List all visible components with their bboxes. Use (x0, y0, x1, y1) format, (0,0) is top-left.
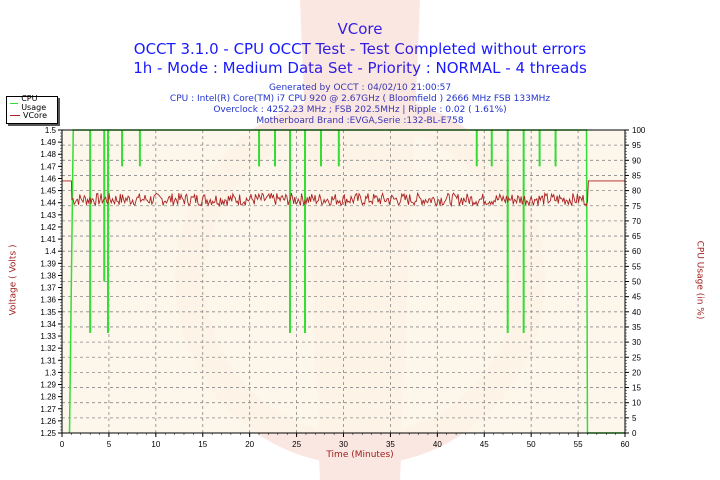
svg-text:1.29: 1.29 (40, 381, 56, 390)
legend-label: CPU Usage (21, 94, 47, 112)
svg-text:60: 60 (632, 247, 641, 256)
svg-text:10: 10 (151, 440, 160, 449)
x-axis-label: Time (Minutes) (326, 450, 394, 460)
svg-text:1.39: 1.39 (40, 259, 56, 268)
svg-text:50: 50 (527, 440, 536, 449)
svg-text:1.4: 1.4 (45, 247, 57, 256)
svg-text:45: 45 (480, 440, 489, 449)
chart-subtitle-2: 1h - Mode : Medium Data Set - Priority :… (133, 59, 587, 77)
svg-text:20: 20 (632, 368, 641, 377)
svg-text:1.49: 1.49 (40, 138, 56, 147)
svg-text:65: 65 (632, 232, 641, 241)
svg-text:1.33: 1.33 (40, 332, 56, 341)
svg-text:5: 5 (107, 440, 112, 449)
info-motherboard: Motherboard Brand :EVGA,Serie :132-BL-E7… (256, 116, 464, 126)
svg-text:55: 55 (574, 440, 583, 449)
svg-text:1.5: 1.5 (45, 126, 57, 135)
svg-text:1.32: 1.32 (40, 344, 56, 353)
svg-text:25: 25 (292, 440, 301, 449)
svg-text:70: 70 (632, 217, 641, 226)
grid (62, 130, 625, 433)
legend-swatch-green-icon (10, 102, 19, 104)
svg-text:1.44: 1.44 (40, 199, 56, 208)
svg-text:1.31: 1.31 (40, 356, 56, 365)
chart-title: VCore (0, 20, 720, 38)
svg-text:15: 15 (632, 384, 641, 393)
svg-text:1.37: 1.37 (40, 284, 56, 293)
svg-text:25: 25 (632, 353, 641, 362)
y-axis-right-label: CPU Usage (in %) (694, 240, 705, 320)
svg-text:5: 5 (632, 414, 637, 423)
svg-text:85: 85 (632, 171, 641, 180)
info-generated: Generated by OCCT : 04/02/10 21:00:57 (268, 83, 452, 93)
legend-item-vcore: VCore (7, 109, 57, 121)
svg-text:90: 90 (632, 156, 641, 165)
svg-text:60: 60 (621, 440, 630, 449)
legend: CPU Usage VCore (6, 94, 58, 124)
svg-text:1.35: 1.35 (40, 308, 56, 317)
legend-item-cpu-usage: CPU Usage (7, 94, 57, 112)
svg-text:1.46: 1.46 (40, 174, 56, 183)
svg-text:1.26: 1.26 (40, 417, 56, 426)
svg-text:1.25: 1.25 (40, 429, 56, 438)
svg-text:1.47: 1.47 (40, 162, 56, 171)
info-cpu: CPU : Intel(R) Core(TM) i7 CPU 920 @ 2.6… (169, 94, 551, 104)
svg-text:1.43: 1.43 (40, 211, 56, 220)
svg-text:30: 30 (339, 440, 348, 449)
svg-text:1.3: 1.3 (45, 368, 57, 377)
chart-subtitle-1: OCCT 3.1.0 - CPU OCCT Test - Test Comple… (133, 40, 587, 58)
svg-text:45: 45 (632, 293, 641, 302)
svg-text:1.36: 1.36 (40, 296, 56, 305)
svg-text:35: 35 (386, 440, 395, 449)
svg-text:100: 100 (632, 126, 646, 135)
svg-text:1.28: 1.28 (40, 393, 56, 402)
svg-text:40: 40 (433, 440, 442, 449)
x-axis: 0 5 10 15 20 25 30 35 40 45 50 55 60 (60, 433, 630, 449)
svg-text:1.34: 1.34 (40, 320, 56, 329)
svg-text:10: 10 (632, 399, 641, 408)
svg-text:1.42: 1.42 (40, 223, 56, 232)
svg-text:30: 30 (632, 338, 641, 347)
legend-swatch-red-icon (10, 114, 20, 116)
svg-text:1.41: 1.41 (40, 235, 56, 244)
svg-text:1.38: 1.38 (40, 271, 56, 280)
svg-text:0: 0 (60, 440, 65, 449)
svg-text:75: 75 (632, 202, 641, 211)
legend-label: VCore (23, 110, 47, 120)
svg-text:35: 35 (632, 323, 641, 332)
svg-text:1.48: 1.48 (40, 150, 56, 159)
svg-text:80: 80 (632, 187, 641, 196)
y-axis-left: 1.25 1.26 1.27 1.28 1.29 1.3 1.31 1.32 1.33 1.34 1… (40, 126, 62, 438)
series-vcore (62, 180, 625, 208)
svg-text:20: 20 (245, 440, 254, 449)
info-overclock: Overclock : 4252.23 MHz ; FSB 202.5MHz |… (213, 105, 507, 115)
svg-text:15: 15 (198, 440, 207, 449)
y-axis-right: 0 5 10 15 20 25 30 35 40 45 50 55 60 65 70 75 80 85 90 95 10… (625, 126, 646, 438)
y-axis-left-label: Voltage ( Volts ) (8, 244, 19, 316)
svg-text:1.45: 1.45 (40, 187, 56, 196)
svg-text:0: 0 (632, 429, 637, 438)
svg-text:40: 40 (632, 308, 641, 317)
svg-text:95: 95 (632, 141, 641, 150)
svg-text:50: 50 (632, 278, 641, 287)
svg-text:55: 55 (632, 262, 641, 271)
svg-text:1.27: 1.27 (40, 405, 56, 414)
